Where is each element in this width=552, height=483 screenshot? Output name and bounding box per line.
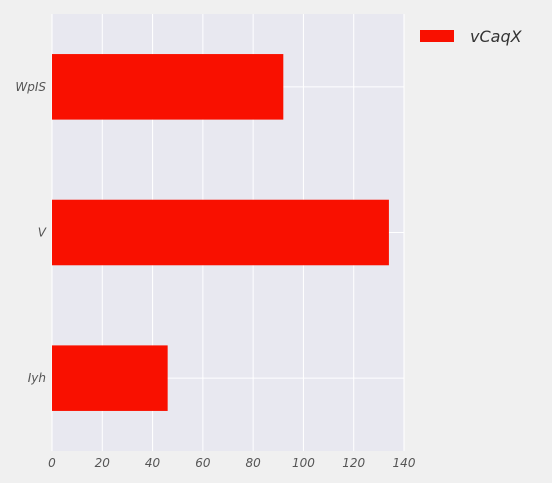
x-tick-label: 0 bbox=[48, 456, 56, 470]
x-tick-label: 120 bbox=[342, 456, 365, 470]
bar[interactable] bbox=[52, 199, 389, 266]
legend-label: vCaqX bbox=[470, 27, 523, 46]
x-tick-label: 40 bbox=[145, 456, 161, 470]
x-tick-label: 60 bbox=[195, 456, 211, 470]
legend[interactable]: vCaqX bbox=[420, 27, 523, 46]
x-tick-label: 100 bbox=[292, 456, 315, 470]
x-axis-ticks: 0 20 40 60 80 100 120 140 bbox=[48, 456, 416, 470]
y-tick-label: WpIS bbox=[15, 80, 46, 94]
y-axis-ticks: WpIS V Iyh bbox=[15, 80, 46, 385]
bar[interactable] bbox=[52, 54, 284, 120]
legend-swatch bbox=[420, 30, 454, 42]
y-tick-label: V bbox=[38, 226, 47, 240]
y-tick-label: Iyh bbox=[28, 371, 46, 385]
bars bbox=[52, 54, 389, 411]
x-tick-label: 140 bbox=[393, 456, 416, 470]
x-tick-label: 80 bbox=[246, 456, 262, 470]
bar[interactable] bbox=[52, 345, 168, 411]
x-tick-label: 20 bbox=[95, 456, 111, 470]
